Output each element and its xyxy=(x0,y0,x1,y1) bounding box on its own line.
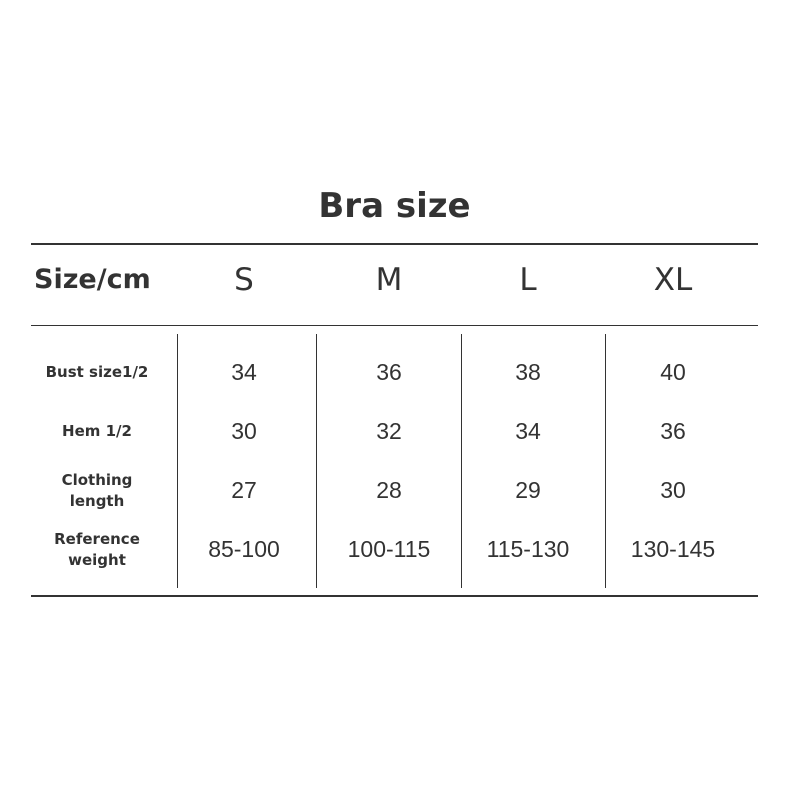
table-title: Bra size xyxy=(318,186,471,226)
row-label: Clothing length xyxy=(61,471,133,510)
table-cell: 100-115 xyxy=(347,536,431,562)
table-cell: 30 xyxy=(231,418,257,444)
column-divider xyxy=(177,334,178,588)
bottom-divider xyxy=(31,595,758,597)
table-cell: 36 xyxy=(376,359,402,385)
table-cell: 34 xyxy=(515,418,541,444)
table-cell: 130-145 xyxy=(630,536,716,562)
header-size-l: L xyxy=(519,262,537,298)
table-cell: 28 xyxy=(376,477,402,503)
top-divider xyxy=(31,243,758,245)
column-divider xyxy=(605,334,606,588)
row-label: Hem 1/2 xyxy=(62,422,132,440)
table-cell: 34 xyxy=(231,359,257,385)
table-cell: 85-100 xyxy=(208,536,280,562)
header-size-cm: Size/cm xyxy=(34,264,151,295)
table-cell: 40 xyxy=(660,359,686,385)
table-cell: 27 xyxy=(231,477,257,503)
table-cell: 115-130 xyxy=(486,536,570,562)
table-cell: 32 xyxy=(376,418,402,444)
column-divider xyxy=(461,334,462,588)
table-cell: 38 xyxy=(515,359,541,385)
header-size-s: S xyxy=(234,262,254,298)
column-divider xyxy=(316,334,317,588)
header-divider xyxy=(31,325,758,326)
table-cell: 36 xyxy=(660,418,686,444)
table-cell: 29 xyxy=(515,477,541,503)
row-label: Bust size1/2 xyxy=(45,363,149,381)
row-label: Reference weight xyxy=(54,530,140,569)
header-size-xl: XL xyxy=(653,262,693,298)
table-cell: 30 xyxy=(660,477,686,503)
header-size-m: M xyxy=(375,262,403,298)
